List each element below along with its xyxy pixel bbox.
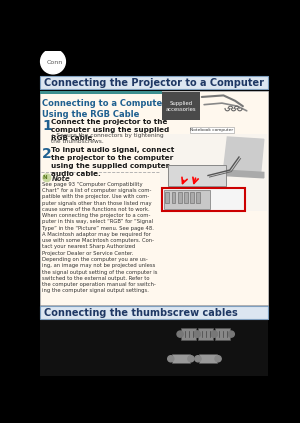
Bar [160,134,267,211]
Text: Notebook computer: Notebook computer [190,128,233,132]
Polygon shape [224,170,264,178]
Bar [178,192,182,203]
Bar [40,76,268,89]
Circle shape [194,331,200,337]
Bar [168,165,226,186]
Text: Connecting to a Computer
Using the RGB Cable: Connecting to a Computer Using the RGB C… [42,99,167,119]
Text: Note: Note [52,176,71,181]
Text: To input audio signal, connect
the projector to the computer
using the supplied : To input audio signal, connect the proje… [51,147,174,177]
Bar [40,320,268,376]
Text: Connect the projector to the
computer using the supplied
RGB cable.: Connect the projector to the computer us… [51,118,169,140]
Circle shape [215,356,221,362]
Bar [161,188,245,211]
Bar [172,354,190,363]
Circle shape [168,356,174,362]
Bar [165,192,169,203]
Bar [190,192,194,203]
Bar [164,190,210,209]
Circle shape [211,331,217,337]
Bar [172,192,176,203]
Bar [40,91,268,305]
Circle shape [228,331,234,337]
Text: Connecting the Projector to a Computer: Connecting the Projector to a Computer [44,79,264,88]
Bar [181,328,197,340]
Text: • Secure the connectors by tightening
the thumbscrews.: • Secure the connectors by tightening th… [51,133,163,144]
Circle shape [211,331,217,337]
Circle shape [177,331,183,337]
Circle shape [194,331,200,337]
Text: Connecting the thumbscrew cables: Connecting the thumbscrew cables [44,308,238,318]
Bar [168,186,226,190]
Circle shape [43,174,51,181]
Bar [184,192,188,203]
Text: Supplied
accessories: Supplied accessories [166,101,196,112]
Bar [40,306,268,319]
Text: Conn: Conn [47,60,63,65]
Bar [198,328,213,340]
Circle shape [188,356,194,362]
Text: 1: 1 [42,118,52,132]
Polygon shape [224,137,264,173]
Circle shape [40,49,65,74]
Text: See page 93 “Computer Compatibility
Chart” for a list of computer signals com-
p: See page 93 “Computer Compatibility Char… [42,181,158,294]
Bar [215,328,230,340]
Bar [199,354,217,363]
Bar [196,192,200,203]
Bar [161,92,200,120]
Text: 2: 2 [42,147,52,161]
Bar [40,91,162,94]
Text: N: N [43,175,48,180]
Circle shape [195,356,201,362]
